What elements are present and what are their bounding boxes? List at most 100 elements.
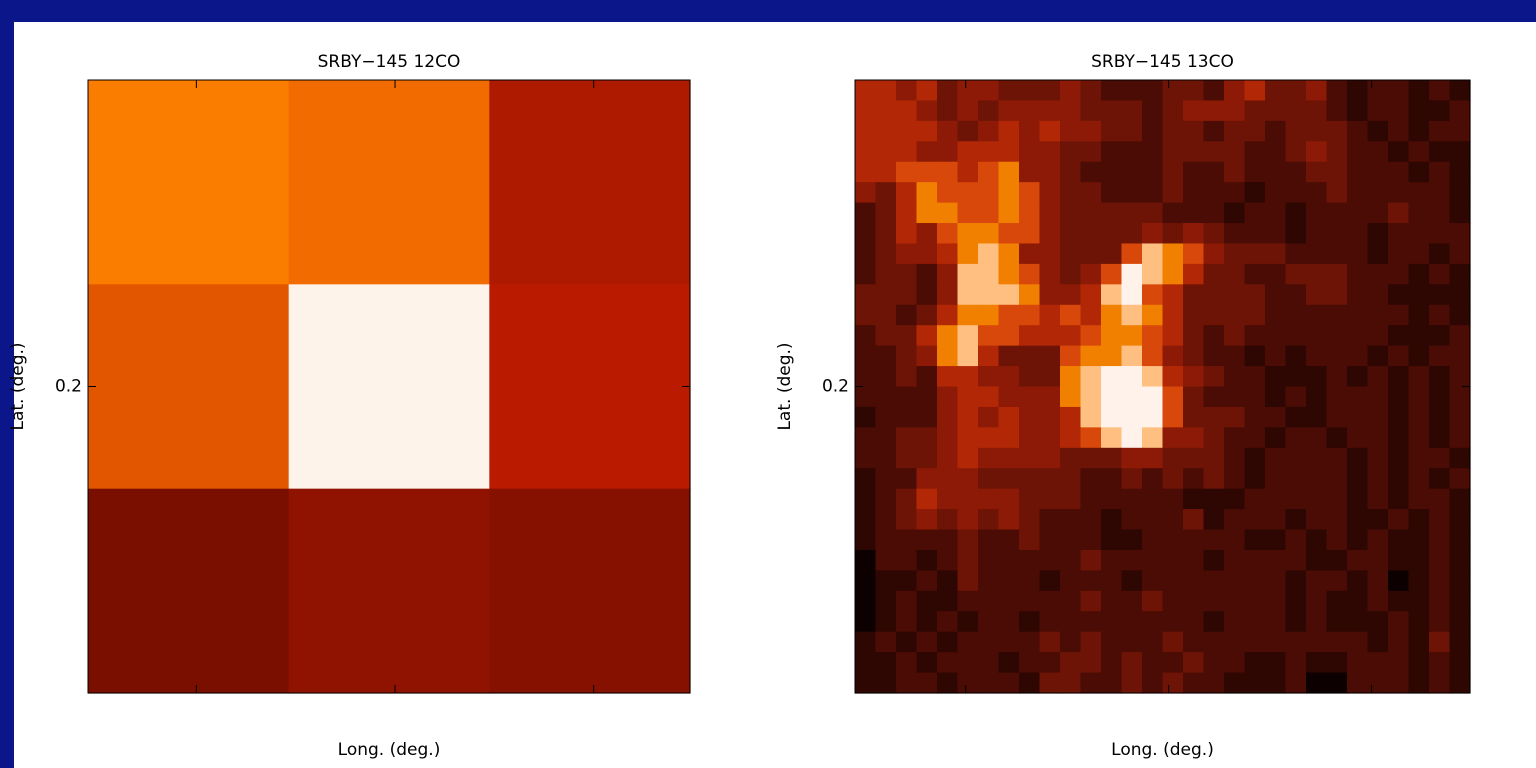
chart-title: SRBY−145 12CO	[318, 52, 461, 72]
heatmap-cell	[958, 632, 979, 653]
heatmap-cell	[876, 673, 897, 694]
heatmap-cell	[855, 448, 876, 469]
heatmap-cell	[1347, 121, 1368, 142]
heatmap-cell	[1163, 284, 1184, 305]
heatmap-cell	[896, 182, 917, 203]
heatmap-cell	[876, 100, 897, 121]
heatmap-cell	[1081, 264, 1102, 285]
heatmap-cell	[1142, 223, 1163, 244]
heatmap-cell	[1040, 305, 1061, 326]
heatmap-cell	[1286, 673, 1307, 694]
heatmap-cell	[1409, 203, 1430, 224]
heatmap-cell	[1286, 652, 1307, 673]
heatmap-cell	[1060, 407, 1081, 428]
heatmap-cell	[1429, 243, 1450, 264]
heatmap-cell	[1265, 325, 1286, 346]
heatmap-cell	[937, 264, 958, 285]
heatmap-cell	[1286, 243, 1307, 264]
heatmap-cell	[1327, 141, 1348, 162]
heatmap-cell	[999, 427, 1020, 448]
heatmap-cell	[978, 468, 999, 489]
heatmap-cell	[958, 162, 979, 183]
heatmap-cell	[1122, 468, 1143, 489]
heatmap-cell	[1245, 264, 1266, 285]
heatmap-cell	[1060, 203, 1081, 224]
heatmap-cell	[1306, 100, 1327, 121]
heatmap-cell	[1122, 121, 1143, 142]
heatmap-cell	[1245, 141, 1266, 162]
heatmap-cell	[1388, 407, 1409, 428]
heatmap-cell	[1142, 264, 1163, 285]
heatmap-cell	[1040, 673, 1061, 694]
heatmap-cell	[978, 223, 999, 244]
heatmap-cell	[1019, 223, 1040, 244]
heatmap-cell	[1081, 121, 1102, 142]
heatmap-cell	[978, 182, 999, 203]
heatmap-cell	[1183, 346, 1204, 367]
heatmap-cell	[88, 284, 289, 489]
heatmap-cell	[1306, 366, 1327, 387]
heatmap-cell	[1245, 427, 1266, 448]
heatmap-cell	[978, 121, 999, 142]
heatmap-cell	[1306, 427, 1327, 448]
heatmap-cell	[1060, 121, 1081, 142]
heatmap-cell	[1204, 550, 1225, 571]
heatmap-cell	[1081, 325, 1102, 346]
heatmap-cell	[1306, 223, 1327, 244]
heatmap-cell	[1183, 223, 1204, 244]
heatmap-cell	[1040, 387, 1061, 408]
heatmap-cell	[1306, 632, 1327, 653]
heatmap-cell	[855, 346, 876, 367]
heatmap-cell	[1101, 305, 1122, 326]
heatmap-cell	[1040, 489, 1061, 510]
heatmap-cell	[1122, 264, 1143, 285]
heatmap-cell	[1183, 243, 1204, 264]
heatmap-cell	[917, 673, 938, 694]
heatmap-cell	[937, 652, 958, 673]
heatmap-cell	[896, 632, 917, 653]
heatmap-cell	[1450, 611, 1471, 632]
heatmap-cell	[1040, 468, 1061, 489]
heatmap-cell	[999, 162, 1020, 183]
heatmap-cell	[1204, 80, 1225, 101]
heatmap-cell	[1060, 305, 1081, 326]
heatmap-cell	[1286, 162, 1307, 183]
heatmap-cell	[937, 673, 958, 694]
heatmap-cell	[1183, 325, 1204, 346]
heatmap-cell	[937, 80, 958, 101]
heatmap-cell	[937, 121, 958, 142]
y-axis-label: Lat. (deg.)	[775, 342, 795, 430]
heatmap-cell	[978, 162, 999, 183]
heatmap-cell	[855, 652, 876, 673]
heatmap-cell	[1040, 570, 1061, 591]
heatmap-cell	[1163, 346, 1184, 367]
heatmap-cell	[1019, 243, 1040, 264]
heatmap-cell	[958, 305, 979, 326]
heatmap-cell	[937, 407, 958, 428]
heatmap-cell	[1347, 80, 1368, 101]
heatmap-cell	[958, 100, 979, 121]
heatmap-cell	[1429, 284, 1450, 305]
heatmap-cell	[1409, 100, 1430, 121]
heatmap-cell	[1183, 182, 1204, 203]
heatmap-cell	[1060, 611, 1081, 632]
heatmap-cell	[1347, 284, 1368, 305]
heatmap-cell	[1409, 530, 1430, 551]
heatmap-cell	[1327, 182, 1348, 203]
heatmap-cell	[1224, 489, 1245, 510]
heatmap-cell	[896, 591, 917, 612]
heatmap-cell	[1306, 325, 1327, 346]
heatmap-cell	[958, 468, 979, 489]
heatmap-cell	[876, 407, 897, 428]
heatmap-cell	[1286, 407, 1307, 428]
heatmap-cell	[1142, 387, 1163, 408]
heatmap-cell	[1224, 632, 1245, 653]
heatmap-cell	[876, 448, 897, 469]
heatmap-cell	[1368, 468, 1389, 489]
heatmap-cell	[1183, 141, 1204, 162]
heatmap-cell	[1286, 611, 1307, 632]
heatmap-cell	[1429, 387, 1450, 408]
heatmap-cell	[1265, 489, 1286, 510]
heatmap-cell	[1368, 387, 1389, 408]
heatmap-cell	[1450, 509, 1471, 530]
